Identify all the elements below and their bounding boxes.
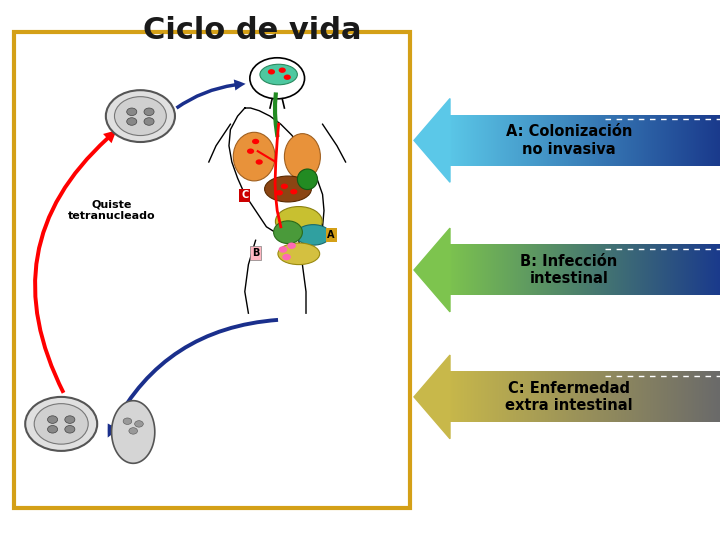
Circle shape [284, 75, 291, 80]
Circle shape [268, 69, 275, 75]
Circle shape [144, 108, 154, 116]
Circle shape [247, 148, 254, 154]
Text: B: B [252, 248, 259, 258]
Polygon shape [414, 228, 450, 312]
Circle shape [106, 90, 175, 142]
FancyBboxPatch shape [14, 32, 410, 508]
Circle shape [35, 404, 89, 444]
FancyArrowPatch shape [33, 130, 117, 394]
Circle shape [282, 254, 291, 260]
Circle shape [48, 426, 58, 433]
Ellipse shape [276, 206, 323, 237]
Text: Ciclo de vida: Ciclo de vida [143, 16, 361, 45]
Circle shape [65, 426, 75, 433]
Circle shape [144, 118, 154, 125]
Polygon shape [414, 355, 450, 438]
Ellipse shape [296, 225, 330, 245]
Ellipse shape [284, 134, 320, 179]
Polygon shape [414, 98, 450, 183]
Circle shape [279, 246, 287, 253]
Ellipse shape [265, 176, 311, 202]
Circle shape [123, 418, 132, 424]
Circle shape [135, 421, 143, 427]
Circle shape [256, 159, 263, 165]
Text: A: A [328, 230, 335, 240]
Ellipse shape [233, 132, 275, 181]
Circle shape [48, 416, 58, 423]
Circle shape [127, 108, 137, 116]
Text: C: C [241, 191, 248, 200]
Text: B: Infección
intestinal: B: Infección intestinal [520, 254, 618, 286]
Circle shape [279, 68, 286, 73]
Text: Quiste
tetranucleado: Quiste tetranucleado [68, 200, 156, 221]
Circle shape [129, 428, 138, 434]
Text: A: Colonización
no invasiva: A: Colonización no invasiva [505, 124, 632, 157]
Ellipse shape [278, 243, 320, 265]
Circle shape [276, 190, 283, 195]
Circle shape [281, 184, 288, 189]
Circle shape [127, 118, 137, 125]
Circle shape [114, 97, 166, 136]
Ellipse shape [260, 64, 297, 85]
Ellipse shape [297, 169, 318, 190]
FancyArrowPatch shape [176, 79, 246, 110]
Ellipse shape [274, 221, 302, 244]
Circle shape [290, 189, 297, 194]
FancyArrowPatch shape [107, 318, 278, 437]
Circle shape [250, 58, 305, 99]
Text: C: Enfermedad
extra intestinal: C: Enfermedad extra intestinal [505, 381, 633, 413]
Circle shape [25, 397, 97, 451]
Polygon shape [112, 401, 155, 463]
Circle shape [65, 416, 75, 423]
Circle shape [252, 139, 259, 144]
Circle shape [287, 242, 296, 249]
